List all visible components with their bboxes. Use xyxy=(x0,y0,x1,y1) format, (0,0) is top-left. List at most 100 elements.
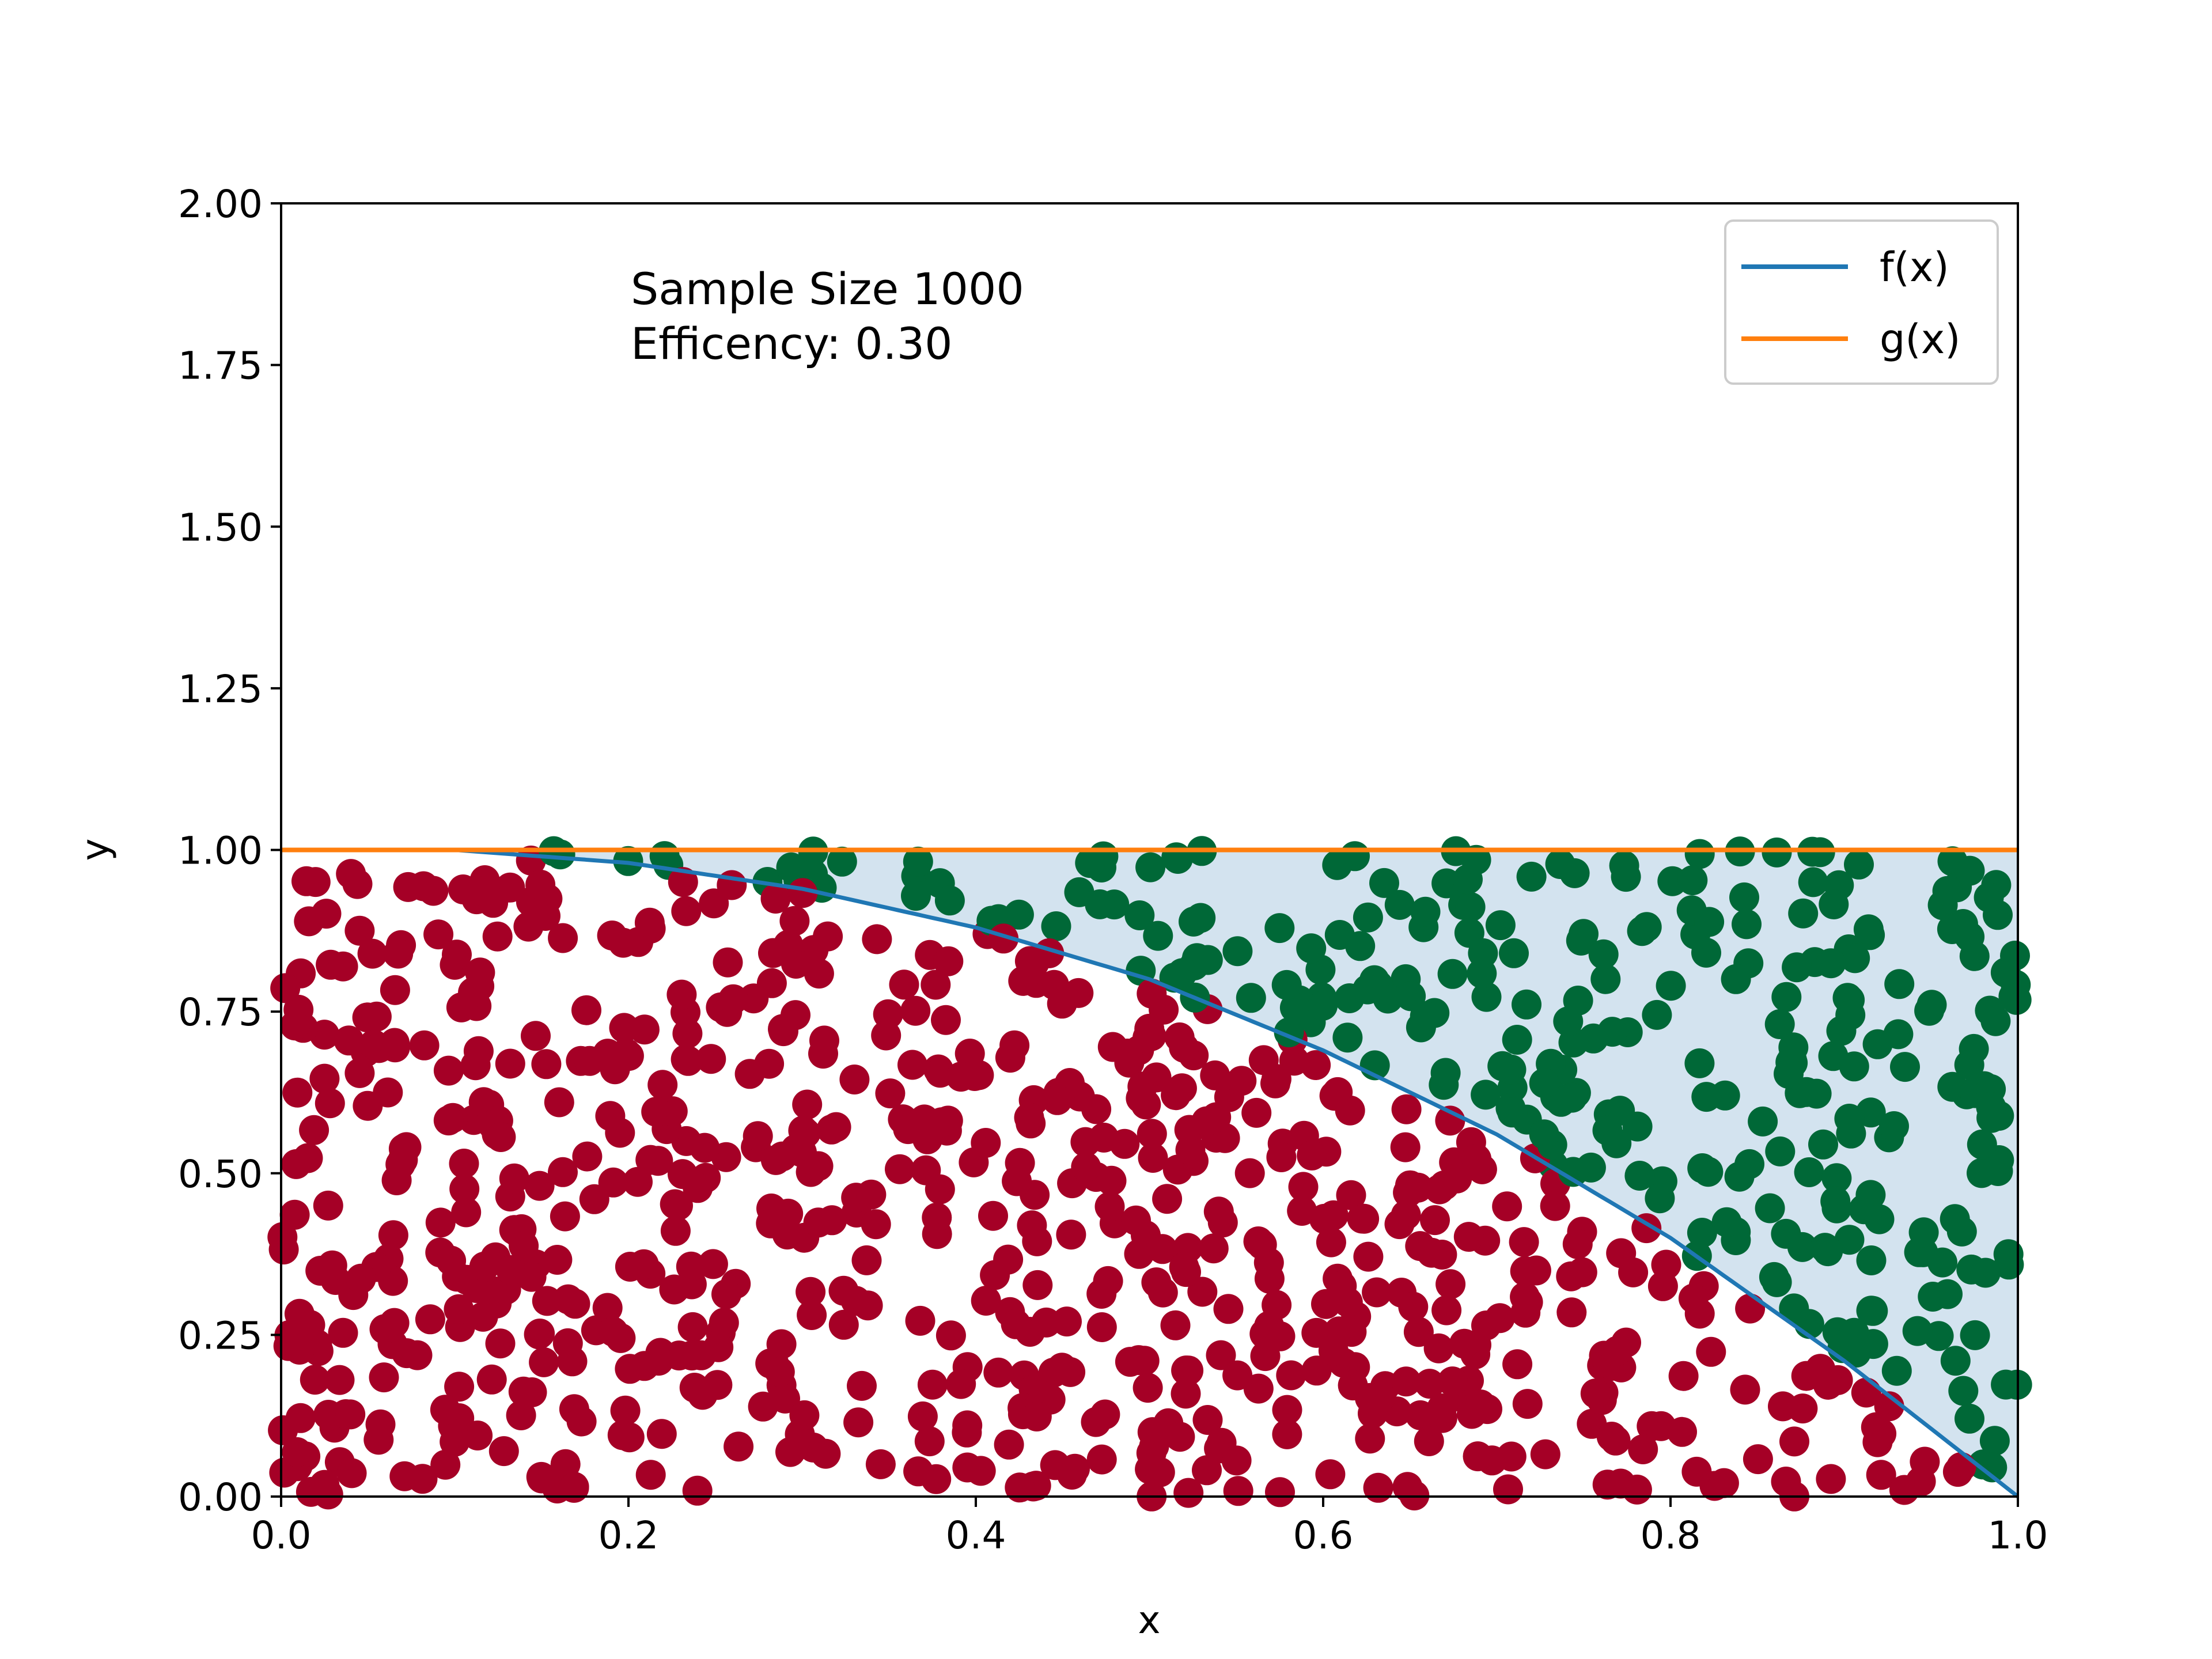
accepted-point xyxy=(342,869,373,899)
accepted-point xyxy=(1147,1277,1178,1308)
accepted-point xyxy=(1442,1163,1472,1194)
accepted-point xyxy=(280,1010,310,1041)
accepted-point xyxy=(758,938,788,968)
accepted-point xyxy=(1866,1418,1897,1449)
accepted-point xyxy=(847,1370,877,1401)
accepted-point xyxy=(430,1449,461,1480)
accepted-point xyxy=(768,1014,798,1044)
accepted-point xyxy=(1081,1094,1112,1124)
accepted-point xyxy=(476,1364,507,1395)
rejected-point xyxy=(1794,1157,1824,1187)
accepted-point xyxy=(917,1369,948,1400)
accepted-point xyxy=(1093,1266,1123,1296)
rejected-point xyxy=(1835,1000,1866,1031)
accepted-point xyxy=(1405,1400,1435,1430)
accepted-point xyxy=(294,906,324,937)
accepted-point xyxy=(971,1128,1001,1158)
accepted-point xyxy=(444,1372,475,1402)
accepted-point xyxy=(597,921,627,950)
accepted-point xyxy=(1622,1474,1652,1505)
rejected-point xyxy=(1308,991,1338,1021)
rejected-point xyxy=(1732,909,1762,940)
rejected-point xyxy=(1765,1136,1796,1166)
accepted-point xyxy=(813,921,843,952)
accepted-point xyxy=(1187,1277,1218,1307)
rejected-point xyxy=(1369,868,1399,898)
accepted-point xyxy=(1678,1283,1709,1314)
accepted-point xyxy=(282,1077,313,1108)
accepted-point xyxy=(666,979,697,1010)
accepted-point xyxy=(285,1403,316,1433)
accepted-point xyxy=(717,870,747,900)
rejected-point xyxy=(1264,913,1295,944)
accepted-point xyxy=(1355,1382,1385,1413)
accepted-point xyxy=(446,992,476,1022)
rejected-point xyxy=(1455,892,1486,922)
rejected-point xyxy=(1976,1092,2006,1122)
rejected-point xyxy=(1684,1048,1715,1078)
accepted-point xyxy=(1768,1391,1798,1422)
rejected-point xyxy=(1645,1183,1675,1214)
accepted-point xyxy=(711,1279,741,1309)
x-tick-label: 0.8 xyxy=(1641,1513,1701,1558)
accepted-point xyxy=(862,924,892,955)
accepted-point xyxy=(1513,1287,1543,1317)
rejected-point xyxy=(1590,964,1621,994)
rejected-point xyxy=(1588,939,1619,969)
accepted-point xyxy=(1241,1097,1272,1128)
accepted-point xyxy=(607,1420,638,1450)
rejected-point xyxy=(1879,1111,1909,1141)
rejected-point xyxy=(1881,1355,1912,1386)
accepted-point xyxy=(1743,1444,1773,1475)
accepted-point xyxy=(1160,1310,1191,1340)
accepted-point xyxy=(792,1089,823,1120)
accepted-point xyxy=(980,1260,1010,1290)
accepted-point xyxy=(1316,1227,1346,1257)
accepted-point xyxy=(451,1197,482,1228)
rejected-point xyxy=(1937,1071,1968,1102)
accepted-point xyxy=(465,957,495,988)
accepted-point xyxy=(516,1262,547,1292)
accepted-point xyxy=(1014,1103,1044,1133)
accepted-point xyxy=(1301,1355,1332,1386)
rejected-point xyxy=(1135,852,1166,882)
accepted-point xyxy=(300,867,331,897)
accepted-point xyxy=(344,915,375,946)
accepted-point xyxy=(871,1020,902,1051)
accepted-point xyxy=(821,1112,851,1142)
accepted-point xyxy=(952,1410,983,1441)
rejected-point xyxy=(1820,1186,1851,1217)
accepted-point xyxy=(1203,1196,1234,1227)
accepted-point xyxy=(1349,1203,1380,1234)
rejected-point xyxy=(1721,964,1751,994)
y-tick-label: 2.00 xyxy=(178,182,263,226)
accepted-point xyxy=(553,1284,584,1315)
accepted-point xyxy=(1138,1143,1168,1173)
accepted-point xyxy=(1123,1345,1154,1376)
accepted-point xyxy=(663,1190,693,1221)
accepted-point xyxy=(1262,1290,1292,1320)
accepted-point xyxy=(743,1121,773,1152)
accepted-point xyxy=(1056,1219,1086,1250)
accepted-point xyxy=(921,969,951,1000)
accepted-point xyxy=(756,968,787,998)
rejected-point xyxy=(1691,1082,1722,1112)
accepted-point xyxy=(808,1039,838,1069)
accepted-point xyxy=(315,1088,345,1119)
accepted-point xyxy=(1435,1105,1465,1136)
accepted-point xyxy=(1071,1152,1101,1182)
accepted-point xyxy=(346,1263,376,1294)
accepted-point xyxy=(334,1025,364,1056)
rejected-point xyxy=(827,846,857,877)
accepted-point xyxy=(641,1097,672,1127)
rejected-point xyxy=(1890,1052,1920,1082)
accepted-point xyxy=(1463,1441,1493,1472)
rejected-point xyxy=(1684,839,1715,869)
accepted-point xyxy=(328,951,358,982)
accepted-point xyxy=(1391,1366,1421,1397)
accepted-point xyxy=(485,1328,516,1359)
accepted-point xyxy=(865,1449,896,1479)
accepted-point xyxy=(635,1460,666,1490)
accepted-point xyxy=(544,1087,574,1118)
